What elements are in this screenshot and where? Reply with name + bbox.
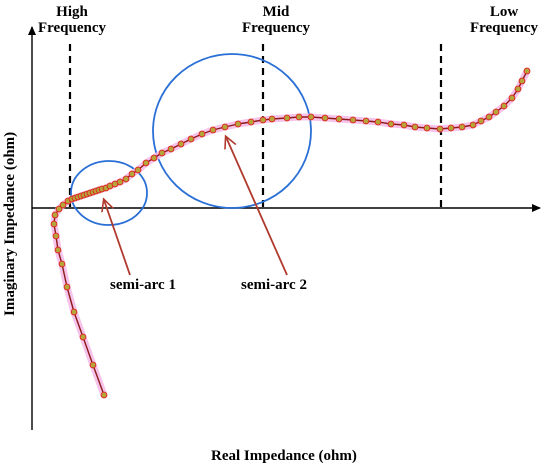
curve-marker: [447, 124, 455, 132]
curve-marker: [134, 166, 142, 174]
curve-marker: [167, 145, 175, 153]
region-label-high-line2: Frequency: [37, 20, 107, 36]
curve-marker: [387, 120, 395, 128]
curve-marker: [362, 117, 370, 125]
curve-marker: [335, 115, 343, 123]
curve-marker: [411, 123, 419, 131]
curve-marker: [198, 130, 206, 138]
curve-marker: [128, 170, 136, 178]
semi-arc-1-label: semi-arc 1: [110, 277, 176, 293]
region-label-high-frequency: High Frequency: [34, 4, 110, 36]
curve-marker: [523, 67, 531, 75]
curve-marker: [122, 175, 130, 183]
region-label-low-frequency: Low Frequency: [464, 4, 544, 36]
curve-marker: [423, 124, 431, 132]
curve-marker: [70, 308, 78, 316]
region-label-mid-line1: Mid: [262, 4, 290, 20]
curve-marker: [259, 116, 267, 124]
curve-marker: [234, 120, 242, 128]
curve-marker: [514, 85, 522, 93]
curve-glow: [50, 67, 531, 399]
curve-marker: [51, 211, 59, 219]
curve-marker: [508, 94, 516, 102]
curve-marker: [374, 118, 382, 126]
curve-marker: [52, 232, 60, 240]
region-label-low-line2: Frequency: [469, 20, 539, 36]
curve-marker: [295, 113, 303, 121]
curve-marker: [283, 114, 291, 122]
region-label-high-line1: High: [56, 4, 88, 20]
curve-marker: [177, 140, 185, 148]
curve-marker: [142, 159, 150, 167]
curve-marker: [268, 115, 276, 123]
curve-marker: [58, 260, 66, 268]
y-axis-title: Imaginary Impedance (ohm): [2, 131, 18, 316]
impedance-curve: [50, 67, 531, 399]
curve-marker: [89, 361, 97, 369]
semi-arc-1-arrow: [104, 200, 131, 276]
semi-arc-2-arrow: [226, 137, 288, 276]
curve-marker: [458, 123, 466, 131]
curve-marker: [59, 201, 67, 209]
curve-marker: [400, 121, 408, 129]
curve-marker: [477, 117, 485, 125]
curve-marker: [321, 114, 329, 122]
curve-marker: [187, 135, 195, 143]
semi-arc-2-label: semi-arc 2: [241, 277, 307, 293]
curve-marker: [116, 178, 124, 186]
curve-marker: [436, 125, 444, 133]
region-label-mid-line2: Frequency: [241, 20, 311, 36]
curve-marker: [500, 102, 508, 110]
region-label-mid-frequency: Mid Frequency: [236, 4, 316, 36]
curve-marker: [55, 205, 63, 213]
semi-arc-1-circle: [70, 160, 148, 226]
curve-marker: [349, 116, 357, 124]
curve-marker: [209, 126, 217, 134]
curve-marker: [247, 118, 255, 126]
curve-marker: [485, 113, 493, 121]
curve-marker: [54, 246, 62, 254]
curve-marker: [518, 77, 526, 85]
curve-marker: [492, 108, 500, 116]
curve-marker: [100, 391, 108, 399]
semi-arc-2-circle: [152, 53, 312, 209]
curve-marker: [307, 113, 315, 121]
curve-marker: [469, 121, 477, 129]
curve-marker: [79, 333, 87, 341]
curve-marker: [63, 283, 71, 291]
curve-marker: [150, 154, 158, 162]
region-label-low-line1: Low: [489, 4, 519, 20]
curve-marker: [50, 220, 58, 228]
curve-marker: [158, 149, 166, 157]
curve-markers: [50, 67, 531, 399]
curve-marker: [221, 123, 229, 131]
x-axis-title: Real Impedance (ohm): [211, 448, 357, 464]
